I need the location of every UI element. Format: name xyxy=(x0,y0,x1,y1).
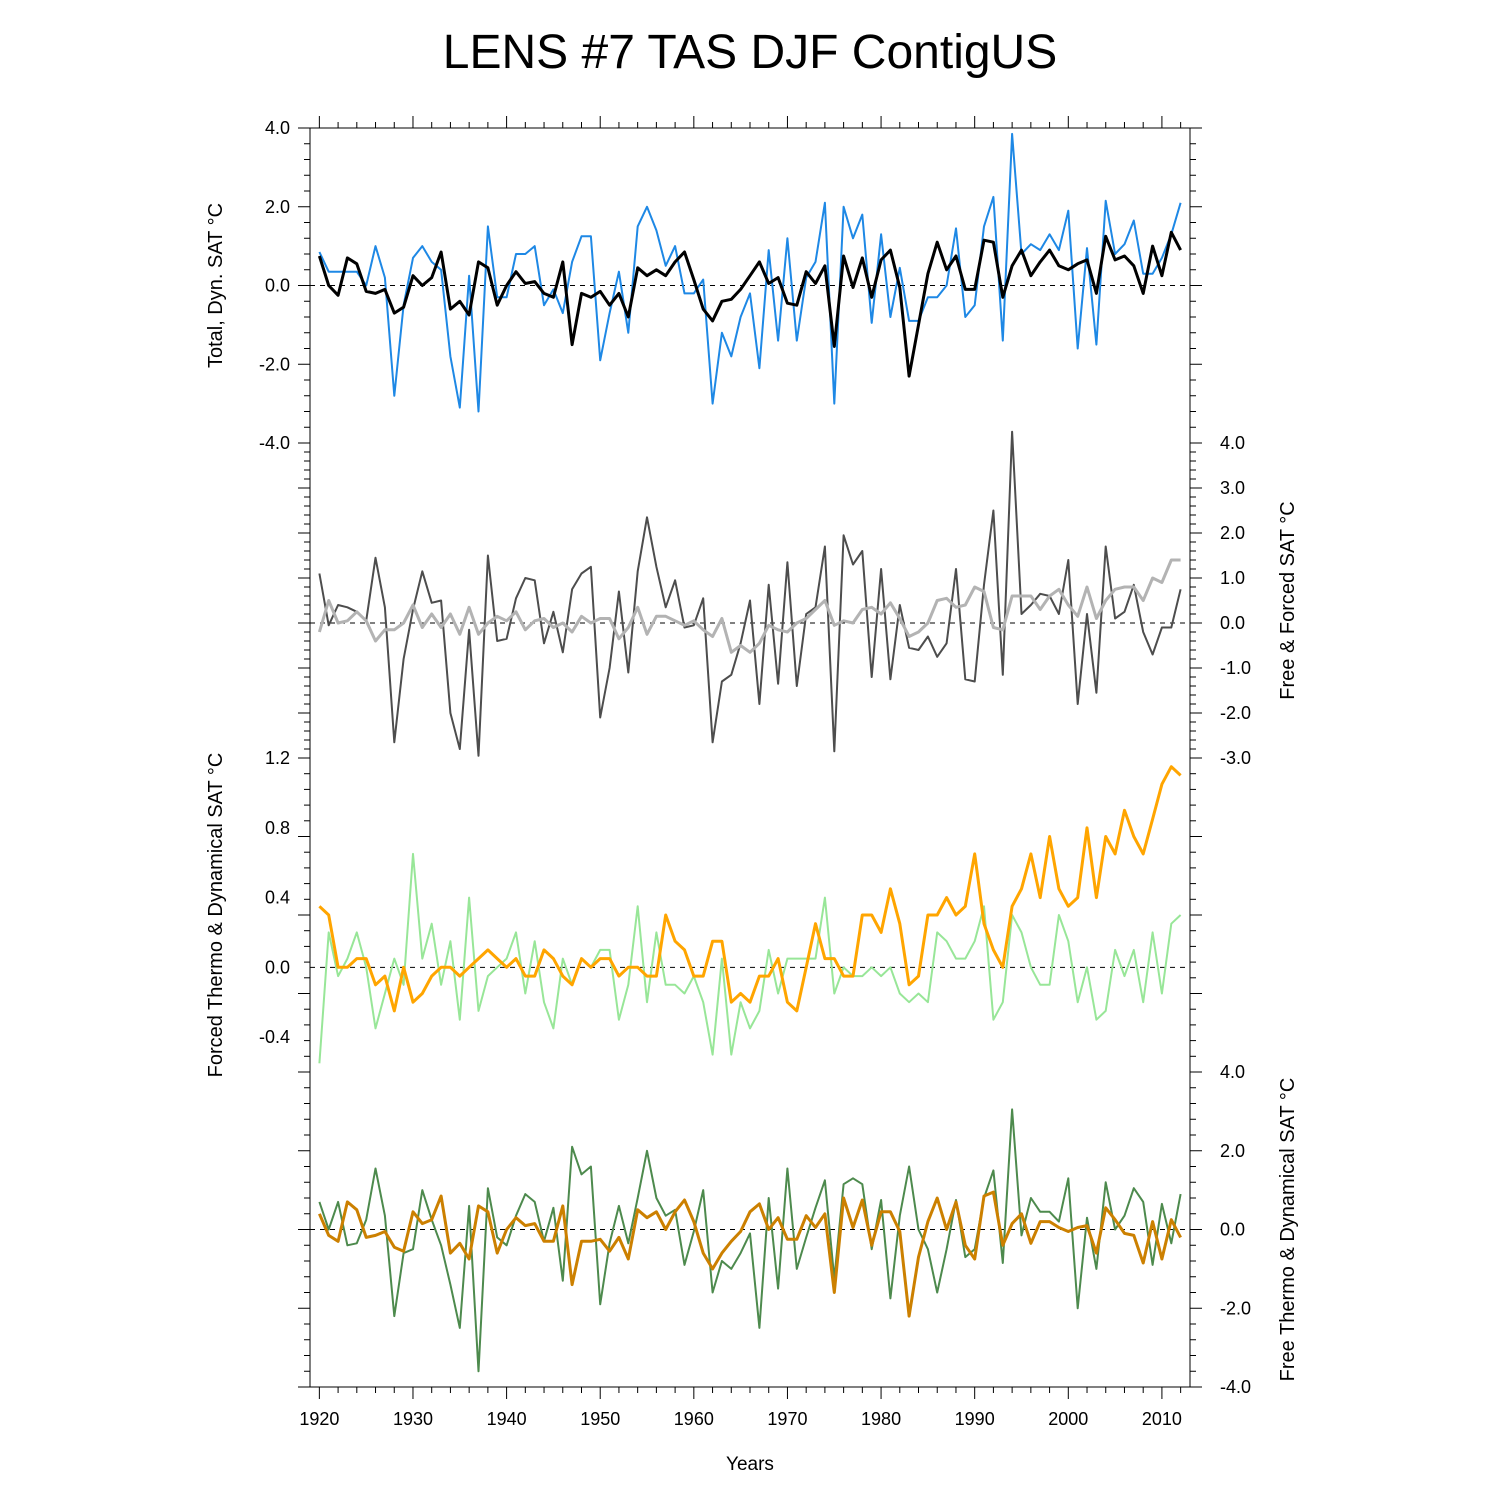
x-tick-label: 2000 xyxy=(1048,1409,1088,1429)
y-tick-label: 0.0 xyxy=(1220,613,1245,633)
series-line-free-thermodynamic xyxy=(318,1190,1182,1318)
x-tick-label: 1980 xyxy=(861,1409,901,1429)
y-tick-label: -4.0 xyxy=(1220,1377,1251,1397)
y-tick-label: 4.0 xyxy=(1220,1062,1245,1082)
series-line-free-dynamical xyxy=(318,1108,1182,1373)
y-tick-label: -0.4 xyxy=(259,1027,290,1047)
panel-free-thermo-dyn: -4.0 -2.0 0.0 2.0 4.0 Free Thermo & Dynamical… xyxy=(298,1062,1299,1397)
y-axis-label: Forced Thermo & Dynamical SAT °C xyxy=(205,753,227,1078)
panel-total-dyn: -4.0 -2.0 0.0 2.0 4.0 Total, Dyn. SAT °C xyxy=(205,118,1202,453)
y-tick-label: -3.0 xyxy=(1220,748,1251,768)
y-tick-label: 3.0 xyxy=(1220,478,1245,498)
x-tick-label: 1920 xyxy=(299,1409,339,1429)
y-axis-label: Total, Dyn. SAT °C xyxy=(205,203,227,368)
y-tick-label: -2.0 xyxy=(1220,1298,1251,1318)
series-line-forced-dynamical xyxy=(318,852,1182,1064)
y-tick-label: 4.0 xyxy=(1220,433,1245,453)
x-axis: 1920 1930 1940 1950 1960 1970 1980 1990 2000 2010 xyxy=(299,116,1191,1429)
x-tick-label: 1970 xyxy=(767,1409,807,1429)
y-tick-label: -1.0 xyxy=(1220,658,1251,678)
series-line-total xyxy=(318,132,1182,413)
y-tick-label: 2.0 xyxy=(1220,523,1245,543)
x-axis-label: Years xyxy=(726,1454,774,1475)
y-tick-label: 1.2 xyxy=(265,748,290,768)
x-tick-label: 1990 xyxy=(955,1409,995,1429)
series-line-forced-thermodynamic xyxy=(318,765,1182,1013)
y-tick-label: -2.0 xyxy=(259,354,290,374)
y-tick-label: 0.8 xyxy=(265,818,290,838)
y-tick-label: 4.0 xyxy=(265,118,290,138)
y-tick-label: -2.0 xyxy=(1220,703,1251,723)
x-tick-label: 2010 xyxy=(1142,1409,1182,1429)
panel-free-forced: -3.0 -2.0 -1.0 0.0 1.0 2.0 3.0 4.0 Free & Forced… xyxy=(298,430,1299,768)
x-tick-label: 1960 xyxy=(674,1409,714,1429)
y-axis-label: Free & Forced SAT °C xyxy=(1277,501,1299,699)
series-line-dynamical xyxy=(317,230,1182,378)
y-tick-label: 2.0 xyxy=(1220,1141,1245,1161)
y-tick-label: 0.0 xyxy=(1220,1220,1245,1240)
y-tick-label: 1.0 xyxy=(1220,568,1245,588)
x-tick-label: 1940 xyxy=(487,1409,527,1429)
y-tick-label: 0.0 xyxy=(265,957,290,977)
series-line-free xyxy=(318,430,1182,757)
chart-title: LENS #7 TAS DJF ContigUS xyxy=(443,26,1057,79)
y-axis-label: Free Thermo & Dynamical SAT °C xyxy=(1277,1078,1299,1382)
series-line-forced xyxy=(317,558,1181,654)
x-tick-label: 1930 xyxy=(393,1409,433,1429)
y-tick-label: 2.0 xyxy=(265,197,290,217)
panel-forced-thermo-dyn: -0.4 0.0 0.4 0.8 1.2 Forced Thermo & Dynamica… xyxy=(205,748,1202,1077)
y-tick-label: 0.0 xyxy=(265,276,290,296)
x-tick-label: 1950 xyxy=(580,1409,620,1429)
y-tick-label: -4.0 xyxy=(259,433,290,453)
y-tick-label: 0.4 xyxy=(265,888,290,908)
